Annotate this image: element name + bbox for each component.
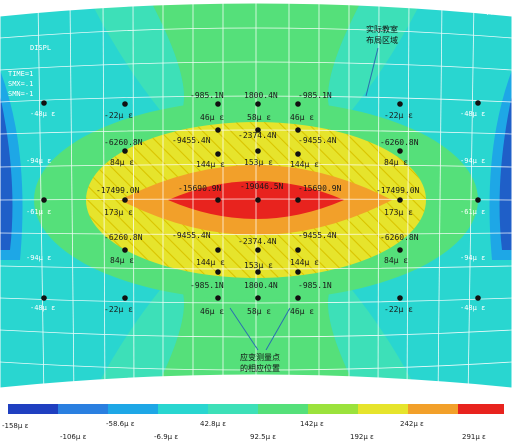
force-label: -6260.8N bbox=[104, 233, 143, 242]
mesh-grid bbox=[0, 3, 512, 388]
corner-legend: 中国 DISPL TIME=1 SMX=.1 SMN=-1 bbox=[8, 7, 498, 98]
force-label: 1800.4N bbox=[244, 91, 278, 100]
force-label: -19046.5N bbox=[240, 182, 284, 191]
colorbar-swatch bbox=[8, 404, 58, 414]
annotation-top-right-line2: 布局区域 bbox=[366, 35, 398, 45]
strain-label: -48μ ε bbox=[460, 304, 485, 312]
colorbar-label: -158μ ε bbox=[2, 422, 29, 430]
annotation-bottom-line1: 应变测量点 bbox=[240, 352, 280, 362]
colorbar-swatch bbox=[258, 404, 308, 414]
colorbar-label: 242μ ε bbox=[400, 420, 424, 428]
colorbar-swatch bbox=[208, 404, 258, 414]
strain-label: -61μ ε bbox=[460, 208, 485, 216]
force-label: -2374.4N bbox=[238, 131, 277, 140]
corner-label-1: DISPL bbox=[30, 44, 51, 52]
force-label: -9455.4N bbox=[172, 136, 211, 145]
strain-label: 84μ ε bbox=[110, 158, 134, 167]
colorbar-swatch bbox=[308, 404, 358, 414]
level-band-top-aqua-left bbox=[90, 3, 184, 110]
plate-outline bbox=[0, 2, 512, 389]
strain-label: 58μ ε bbox=[247, 307, 271, 316]
colorbar-label: 192μ ε bbox=[350, 433, 374, 441]
annotations: 实际教室 布局区域 应变测量点 的相应位置 bbox=[229, 24, 398, 373]
colorbar-label: 142μ ε bbox=[300, 420, 324, 428]
force-label: -17499.0N bbox=[96, 186, 140, 195]
annotation-top-right-line1: 实际教室 bbox=[366, 24, 398, 34]
force-label: -985.1N bbox=[298, 91, 332, 100]
strain-label: 144μ ε bbox=[290, 258, 319, 267]
strain-label: 58μ ε bbox=[247, 113, 271, 122]
force-label: 1800.4N bbox=[244, 281, 278, 290]
strain-label: 84μ ε bbox=[384, 158, 408, 167]
force-label: -15690.9N bbox=[178, 184, 222, 193]
corner-label-4: SMN=-1 bbox=[8, 90, 33, 98]
force-label: -985.1N bbox=[190, 91, 224, 100]
strain-label: -61μ ε bbox=[26, 208, 51, 216]
colorbar-swatch bbox=[58, 404, 108, 414]
corner-label-3: SMX=.1 bbox=[8, 80, 33, 88]
strain-label: 46μ ε bbox=[200, 307, 224, 316]
force-label: -2374.4N bbox=[238, 237, 277, 246]
strain-label: 144μ ε bbox=[196, 160, 225, 169]
strain-label: 153μ ε bbox=[244, 261, 273, 270]
strain-label: -48μ ε bbox=[30, 304, 55, 312]
level-band-bottom-aqua-right bbox=[328, 290, 422, 388]
annotation-leader bbox=[265, 307, 291, 351]
annotation-bottom-line2: 的相应位置 bbox=[240, 363, 280, 373]
strain-label: 144μ ε bbox=[196, 258, 225, 267]
strain-label: 46μ ε bbox=[290, 113, 314, 122]
colorbar-swatch bbox=[158, 404, 208, 414]
strain-label: -94μ ε bbox=[460, 157, 485, 165]
strain-label: 84μ ε bbox=[384, 256, 408, 265]
strain-label: -22μ ε bbox=[104, 305, 133, 314]
force-label: -15690.9N bbox=[298, 184, 342, 193]
strain-label: -22μ ε bbox=[384, 305, 413, 314]
strain-label: -94μ ε bbox=[460, 254, 485, 262]
corner-label-top-right: 中国 bbox=[484, 7, 498, 16]
colorbar-swatch bbox=[408, 404, 458, 414]
strain-label: 84μ ε bbox=[110, 256, 134, 265]
level-band-top-aqua-right bbox=[328, 3, 422, 110]
annotation-leader bbox=[229, 307, 259, 351]
strain-label: -94μ ε bbox=[26, 157, 51, 165]
force-label: -985.1N bbox=[298, 281, 332, 290]
colorbar-label: 92.5μ ε bbox=[250, 433, 276, 441]
force-label: -17499.0N bbox=[376, 186, 420, 195]
measurement-points bbox=[41, 100, 481, 301]
force-label: -6260.8N bbox=[380, 138, 419, 147]
colorbar: -158μ ε -58.6μ ε 42.8μ ε 142μ ε 242μ ε -… bbox=[2, 404, 504, 441]
strain-label: 46μ ε bbox=[200, 113, 224, 122]
strain-label: -22μ ε bbox=[104, 111, 133, 120]
strain-label: -94μ ε bbox=[26, 254, 51, 262]
force-label: -6260.8N bbox=[380, 233, 419, 242]
force-label: -6260.8N bbox=[104, 138, 143, 147]
annotation-leader bbox=[365, 47, 379, 97]
strain-label: 153μ ε bbox=[244, 158, 273, 167]
strain-label: -48μ ε bbox=[30, 110, 55, 118]
force-label: -9455.4N bbox=[172, 231, 211, 240]
colorbar-swatch bbox=[358, 404, 408, 414]
strain-label: -48μ ε bbox=[460, 110, 485, 118]
strain-label: 173μ ε bbox=[104, 208, 133, 217]
force-label: -985.1N bbox=[190, 281, 224, 290]
strain-label: -22μ ε bbox=[384, 111, 413, 120]
colorbar-label: 291μ ε bbox=[462, 433, 486, 441]
colorbar-label: -58.6μ ε bbox=[106, 420, 135, 428]
force-label: -9455.4N bbox=[298, 231, 337, 240]
colorbar-swatch bbox=[458, 404, 504, 414]
colorbar-label: -106μ ε bbox=[60, 433, 87, 441]
value-labels: -48μ ε -22μ ε -22μ ε -48μ ε -985.1N 1800… bbox=[26, 91, 485, 316]
colorbar-label: 42.8μ ε bbox=[200, 420, 226, 428]
colorbar-label: -6.9μ ε bbox=[154, 433, 178, 441]
strain-label: 46μ ε bbox=[290, 307, 314, 316]
strain-label: 144μ ε bbox=[290, 160, 319, 169]
force-label: -9455.4N bbox=[298, 136, 337, 145]
strain-label: 173μ ε bbox=[384, 208, 413, 217]
level-band-bottom-aqua-left bbox=[90, 290, 184, 388]
colorbar-swatch bbox=[108, 404, 158, 414]
corner-label-2: TIME=1 bbox=[8, 70, 33, 78]
